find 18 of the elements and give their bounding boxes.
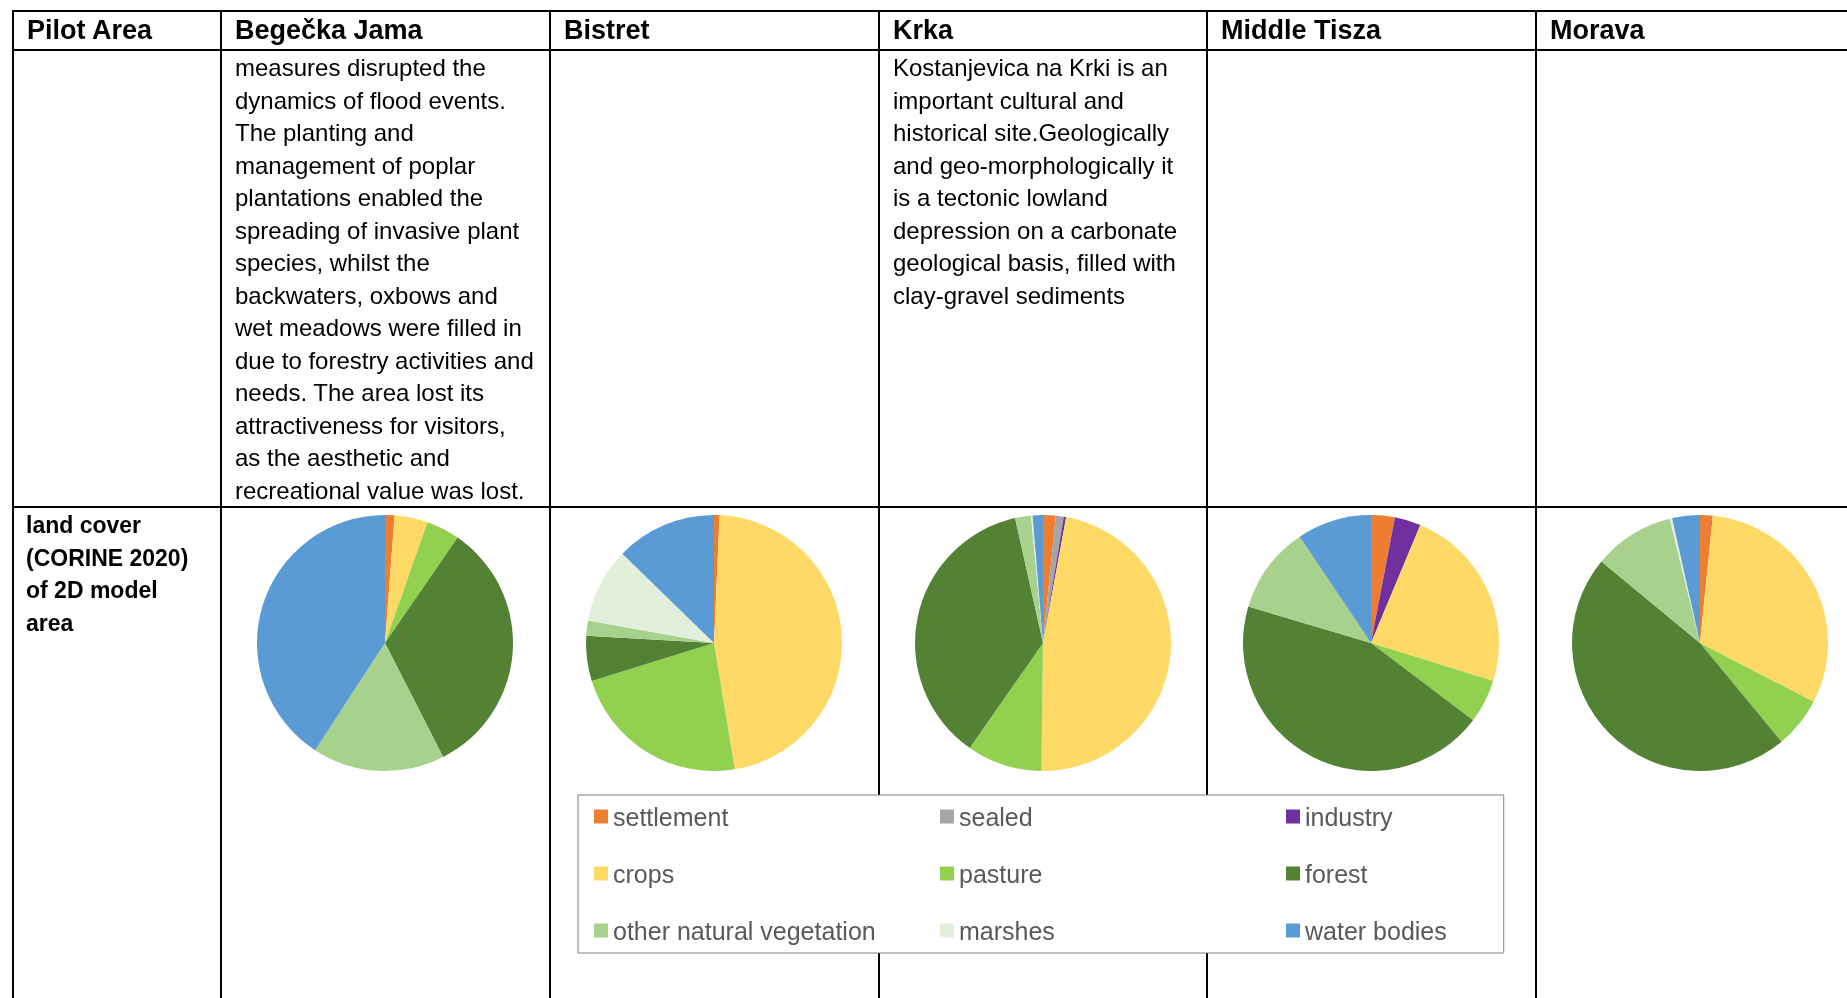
text: measures disrupted the dynamics of flood events. The planting and management of poplar plantations enabled the spreading of invasive plant species, whilst the backwaters, oxbows and wet meadows were filled in due to forestry activities and needs. The area lost its attractiveness for visitors, as the aesthetic and recreational value was lost. (235, 54, 534, 504)
slice-label: Krka (880, 12, 1206, 51)
slice-label: Middle Tisza (1208, 12, 1535, 51)
legend-label: pasture (959, 859, 1043, 888)
legend-label: sealed (959, 802, 1033, 831)
legend-label: water bodies (1304, 916, 1447, 945)
text: Kostanjevica na Krki is an important cultural and historical site.Geologically and geo-morphologically it is a tectonic lowland depression on a carbonate geological basis, filled with clay-gravel sediments (893, 53, 1179, 311)
legend-label: industry (1305, 802, 1394, 831)
text: Pilot Area (14, 12, 220, 51)
legend-label: crops (613, 859, 675, 888)
legend-label: settlement (613, 802, 729, 831)
legend-label: marshes (959, 916, 1055, 945)
legend-label: other natural vegetation (613, 916, 876, 945)
slice-label: Begečka Jama (222, 12, 549, 51)
legend-label: forest (1305, 859, 1368, 888)
slice-label: Morava (1537, 12, 1847, 51)
slice-label: Bistret (551, 12, 878, 51)
text: land cover (CORINE 2020) of 2D model area (26, 511, 190, 638)
